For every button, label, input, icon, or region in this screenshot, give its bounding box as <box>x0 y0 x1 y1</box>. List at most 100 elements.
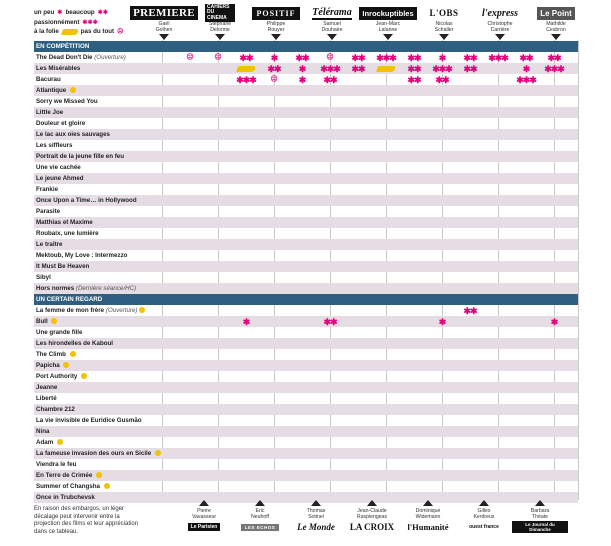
film-title: Summer of Changsha <box>36 483 110 490</box>
film-title: La fameuse invasion des ours en Sicile <box>36 450 161 457</box>
publication-logo: Le Parisien <box>187 523 221 531</box>
arrow-up-icon <box>255 500 265 506</box>
table-row: Bull ✱ ✱✱ ✱ ✱ <box>34 316 578 327</box>
critic-name: Pierre Vavasseur <box>191 508 217 520</box>
critic-name: Eric Neuhoff <box>250 508 270 520</box>
legend-beaucoup: beaucoup <box>65 9 95 16</box>
table-row: Nina <box>34 426 578 437</box>
table-row: Les Misérables ✱✱ ✱ ✱✱✱ ✱✱ ✱✱ ✱✱✱ ✱✱ ✱ ✱✱✱ <box>34 63 578 74</box>
film-title: Chambre 212 <box>36 406 75 413</box>
star-rating: ✱ <box>298 75 307 85</box>
arrow-down-icon <box>383 34 393 40</box>
table-row: Atlantique <box>34 85 578 96</box>
film-title: Roubaix, une lumière <box>36 230 99 237</box>
legend-pas-du-tout: pas du tout <box>80 28 115 35</box>
film-title: La femme de mon frère (Ouverture) <box>36 307 146 314</box>
star-rating: ✱✱ <box>519 53 533 63</box>
arrow-up-icon <box>311 500 321 506</box>
critic-name: Barbara Théate <box>530 508 550 520</box>
sad-face-icon: ☹ <box>270 76 278 83</box>
table-row: The Climb <box>34 349 578 360</box>
film-title: Frankie <box>36 186 59 193</box>
camera-dor-icon <box>139 307 146 313</box>
table-row: En Terre de Crimée <box>34 470 578 481</box>
table-row: Matthias et Maxime <box>34 217 578 228</box>
table-row: Once Upon a Time… in Hollywood <box>34 195 578 206</box>
arrow-up-icon <box>535 500 545 506</box>
camera-dor-icon <box>81 373 88 379</box>
film-title: Le jeune Ahmed <box>36 175 84 182</box>
table-row: Viendra le feu <box>34 459 578 470</box>
critic-column-header: L'OBS Nicolas Schaller <box>416 6 472 40</box>
table-row: Liberté <box>34 393 578 404</box>
critic-column-header: Inrockuptibles Jean-Marc Lalanne <box>359 6 417 40</box>
critic-column-header: Télérama Samuel Douhaire <box>304 6 360 40</box>
table-row: Sibyl <box>34 272 578 283</box>
table-row: Les hirondelles de Kaboul <box>34 338 578 349</box>
sad-face-icon: ☹ <box>214 54 222 61</box>
table-row: Le traître <box>34 239 578 250</box>
star-rating: ✱✱ <box>323 75 337 85</box>
arrow-up-icon <box>367 500 377 506</box>
film-title: Once Upon a Time… in Hollywood <box>36 197 137 204</box>
embargo-note: En raison des embargos, un léger décalag… <box>34 506 139 535</box>
table-row: Une grande fille <box>34 327 578 338</box>
star-rating: ✱✱ <box>407 53 421 63</box>
arrow-down-icon <box>495 34 505 40</box>
film-title: Liberté <box>36 395 57 402</box>
star-rating: ✱ <box>550 317 559 327</box>
film-title: Le traître <box>36 241 63 248</box>
camera-dor-icon <box>96 472 103 478</box>
table-row: Roubaix, une lumière <box>34 228 578 239</box>
table-row: Once in Trubchevsk <box>34 492 578 503</box>
critic-column-header: CAHIERS DU CINEMA Stéphane Delorme <box>192 3 248 40</box>
star-rating: ✱✱ <box>463 53 477 63</box>
film-title: Les hirondelles de Kaboul <box>36 340 114 347</box>
sad-face-icon: ☹ <box>186 54 194 61</box>
palme-icon <box>60 28 79 35</box>
arrow-up-icon <box>199 500 209 506</box>
column-divider <box>578 40 579 500</box>
star-rating: ✱✱ <box>295 53 309 63</box>
critic-name: Thomas Sotinel <box>306 508 326 520</box>
arrow-up-icon <box>479 500 489 506</box>
film-title: Hors normes (Dernière séance/HC) <box>36 285 137 292</box>
table-row: Little Joe <box>34 107 578 118</box>
star-rating: ✱ <box>438 53 447 63</box>
critic-column-header: Le Point Mathilde Cesbron <box>528 6 584 40</box>
arrow-down-icon <box>551 34 561 40</box>
film-title: Jeanne <box>36 384 58 391</box>
film-title: Atlantique <box>36 87 76 94</box>
star-rating: ✱✱ <box>407 75 421 85</box>
table-row: The Dead Don't Die (Ouverture) ☹ ☹ ✱✱ ✱ ✱✱ ☹ ✱✱… <box>34 52 578 63</box>
star-rating: ✱✱✱ <box>432 64 453 74</box>
film-title: Nina <box>36 428 50 435</box>
star-rating: ✱✱ <box>407 64 421 74</box>
footer-critic: Dominique Widemann l'Humanité <box>400 500 456 532</box>
footer-critic: Thomas Sotinel Le Monde <box>288 500 344 532</box>
camera-dor-icon <box>69 87 76 93</box>
critic-name: Mathilde Cesbron <box>546 21 566 33</box>
footer-critic: Eric Neuhoff LES ECHOS <box>232 500 288 532</box>
table-row: Portrait de la jeune fille en feu <box>34 151 578 162</box>
palme-icon <box>232 63 260 74</box>
star-rating: ✱ <box>522 64 531 74</box>
critic-name: Gaël Golhen <box>155 21 173 33</box>
publication-logo: ouest france <box>469 523 499 530</box>
section-competition: EN COMPÉTITION <box>34 41 578 52</box>
film-title: Une vie cachée <box>36 164 81 171</box>
table-row: Parasite <box>34 206 578 217</box>
arrow-up-icon <box>423 500 433 506</box>
table-row: Le jeune Ahmed <box>34 173 578 184</box>
star-rating: ✱✱ <box>239 53 253 63</box>
star-rating: ✱✱ <box>463 306 477 316</box>
film-title: Bacurau <box>36 76 61 83</box>
critic-name: Philippe Rouyer <box>266 21 286 33</box>
publication-logo: l'Humanité <box>407 522 449 532</box>
sad-face-icon: ☹ <box>326 54 334 61</box>
star-rating: ✱✱ <box>547 53 561 63</box>
critic-name: Gilles Kerdreux <box>473 508 495 520</box>
star-rating: ✱✱ <box>323 317 337 327</box>
publication-logo: LA CROIX <box>349 522 395 532</box>
film-title: Viendra le feu <box>36 461 77 468</box>
